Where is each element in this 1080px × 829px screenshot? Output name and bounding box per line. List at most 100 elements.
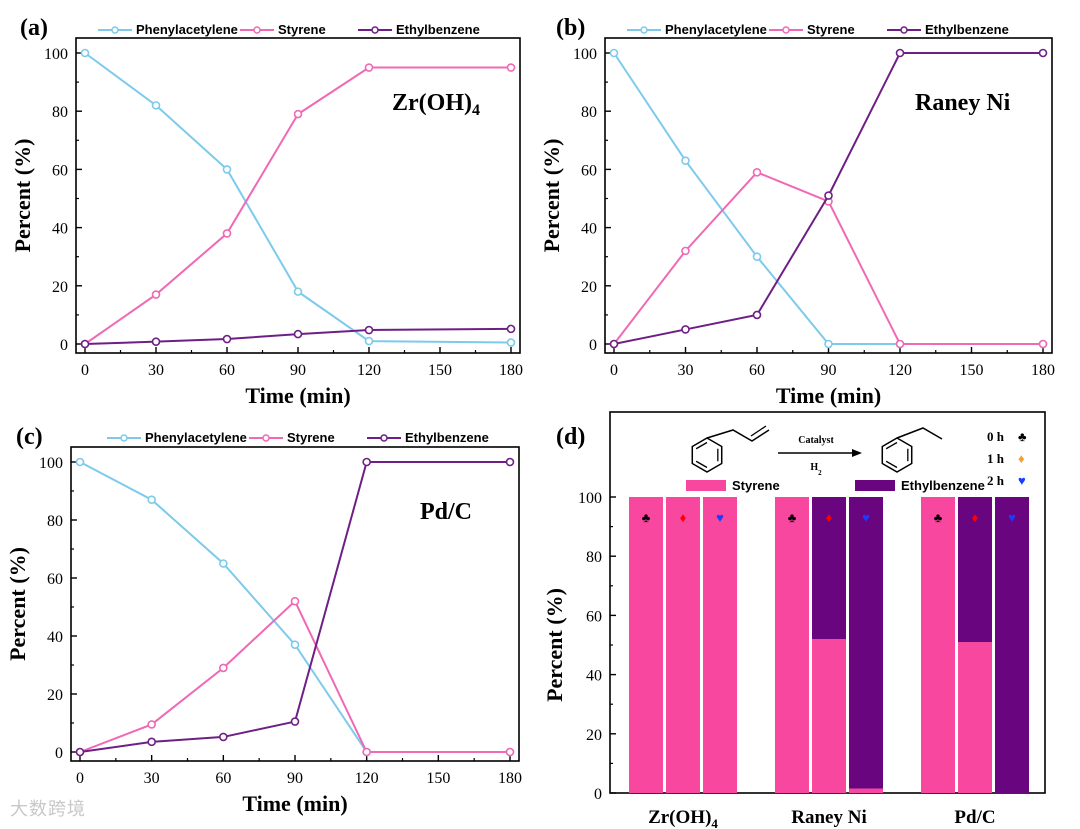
y-tick-label: 20 [52, 279, 68, 296]
series-line-styrene [79, 599, 510, 753]
data-point-phenylacetylene [80, 48, 90, 58]
time-marker: ♣ [642, 510, 651, 525]
x-tick-label: 150 [426, 770, 450, 787]
legend-swatch-marker [111, 26, 119, 34]
y-tick-label: 100 [44, 46, 68, 63]
data-point-phenylacetylene [290, 640, 300, 650]
y-tick-label: 80 [47, 513, 63, 530]
time-legend-symbol: ♥ [1018, 473, 1026, 488]
x-axis-title: Time (min) [776, 383, 881, 408]
data-point-ethylbenzene [1038, 48, 1048, 58]
data-point-phenylacetylene [364, 336, 374, 346]
double-bond [885, 441, 898, 450]
y-tick-label: 0 [589, 337, 597, 354]
data-point-phenylacetylene [219, 559, 228, 568]
data-point-styrene [219, 663, 228, 673]
legend-swatch-marker [371, 26, 379, 34]
data-point-styrene [681, 246, 690, 256]
series-line-styrene [613, 171, 1043, 345]
data-point-phenylacetylene [752, 252, 762, 262]
legend-swatch-marker [380, 434, 388, 442]
time-legend-label: 2 h [987, 473, 1005, 488]
bar-ethylbenzene [995, 497, 1029, 793]
data-point-ethylbenzene [222, 334, 232, 344]
data-point-styrene [1038, 339, 1048, 349]
data-point-phenylacetylene [222, 165, 232, 174]
y-axis-title: Percent (%) [10, 139, 35, 253]
y-tick-label: 60 [581, 162, 597, 179]
x-tick-label-main: Zr(OH) [648, 807, 711, 828]
x-tick-label: 0 [610, 362, 618, 379]
y-tick-label: 60 [47, 571, 63, 588]
data-point-styrene [364, 63, 374, 72]
catalyst-annotation-main: Zr(OH) [392, 90, 472, 116]
y-tick-label: 100 [573, 46, 597, 63]
ethyl-group [896, 427, 943, 440]
x-axis-title: Time (min) [245, 383, 350, 408]
catalyst-annotation-main: Pd/C [420, 499, 472, 525]
time-marker: ♣ [934, 510, 943, 525]
data-point-styrene [151, 290, 161, 299]
data-point-phenylacetylene [506, 338, 516, 347]
data-point-ethylbenzene [609, 339, 619, 349]
x-tick-label-sub: 4 [711, 816, 718, 829]
data-point-ethylbenzene [75, 747, 85, 757]
reaction-reagent-sub: 2 [818, 469, 822, 477]
data-point-ethylbenzene [290, 717, 300, 726]
x-tick-label: 60 [749, 362, 765, 379]
legend-label: Ethylbenzene [405, 430, 489, 445]
legend-swatch-marker [900, 26, 908, 34]
bar-ethylbenzene [958, 497, 992, 643]
y-tick-label: 100 [39, 455, 63, 472]
legend-swatch-marker [262, 434, 270, 442]
catalyst-annotation: Zr(OH)4 [392, 90, 480, 119]
legend-label: Phenylacetylene [665, 22, 767, 37]
legend-label: Phenylacetylene [136, 22, 238, 37]
data-point-phenylacetylene [147, 495, 156, 505]
panel-label: (c) [16, 424, 43, 450]
time-marker: ♥ [862, 510, 870, 525]
panel-label: (a) [20, 15, 48, 41]
catalyst-annotation: Pd/C [420, 499, 472, 525]
data-point-ethylbenzene [681, 325, 690, 334]
y-tick-label: 20 [47, 687, 63, 704]
time-legend-label: 1 h [987, 451, 1005, 466]
y-tick-label: 60 [52, 162, 68, 179]
panel-label: (d) [556, 424, 585, 450]
bar-ethylbenzene [812, 497, 846, 640]
data-point-phenylacetylene [681, 156, 690, 165]
vinyl-group [706, 429, 770, 442]
time-marker: ♥ [716, 510, 724, 525]
x-tick-label-main: Raney Ni [791, 807, 866, 828]
x-tick-label: 0 [76, 770, 84, 787]
x-tick-label: 0 [81, 362, 89, 379]
time-marker: ♣ [788, 510, 797, 525]
legend-label: Styrene [807, 22, 855, 37]
reaction-catalyst: Catalyst [798, 435, 834, 446]
series-line-ethylbenzene [613, 52, 1043, 345]
y-tick-label: 80 [581, 104, 597, 121]
panel-label: (b) [556, 15, 585, 41]
bar-styrene [812, 639, 846, 793]
x-tick-label: 60 [215, 770, 231, 787]
time-legend-symbol: ♦ [1018, 451, 1025, 466]
legend-label: Ethylbenzene [901, 478, 985, 493]
x-tick-label: Zr(OH)4 [648, 807, 718, 829]
bar-styrene [666, 497, 700, 793]
double-bond [695, 460, 708, 469]
panel-a: 0 30 60 90 120 150 180 0 20 40 60 80 100 Time (min) Pe… [10, 15, 523, 408]
time-marker: ♦ [680, 510, 687, 525]
data-point-ethylbenzene [80, 339, 90, 349]
y-tick-label: 60 [586, 608, 602, 625]
reaction-reagent-main: H [810, 462, 818, 473]
y-tick-label: 40 [52, 221, 68, 238]
series-line-ethylbenzene [79, 461, 510, 753]
y-tick-label: 0 [55, 745, 63, 762]
data-point-styrene [293, 109, 303, 119]
data-point-phenylacetylene [824, 339, 833, 349]
y-tick-label: 80 [52, 104, 68, 121]
y-tick-label: 20 [581, 279, 597, 296]
y-tick-label: 40 [47, 629, 63, 646]
x-tick-label: 120 [357, 362, 381, 379]
data-point-ethylbenzene [362, 457, 371, 467]
